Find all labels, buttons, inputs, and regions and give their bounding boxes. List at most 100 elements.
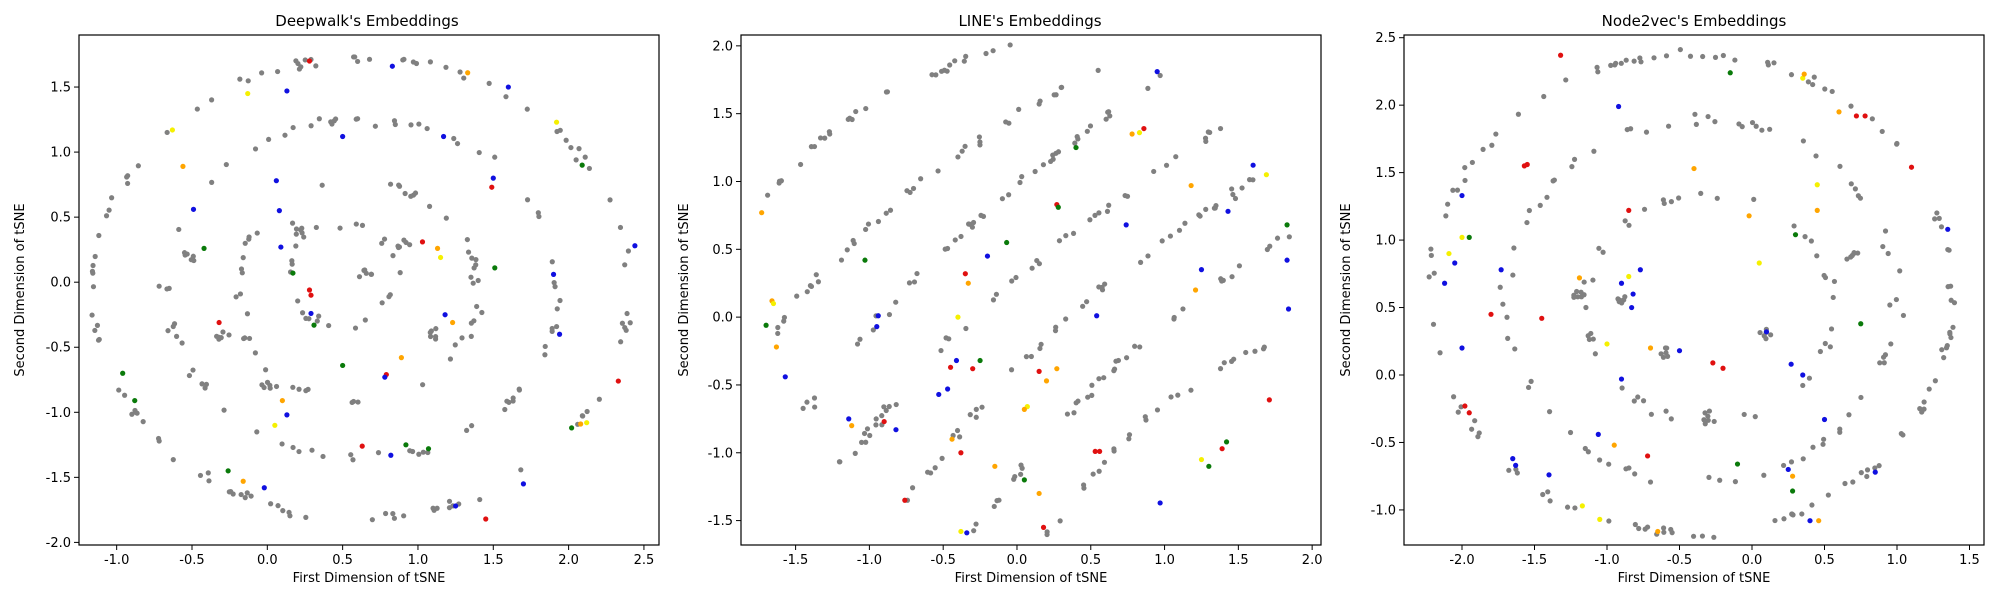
grey-point — [209, 179, 215, 185]
grey-point — [1771, 60, 1777, 66]
grey-point — [316, 313, 322, 319]
grey-point — [1514, 470, 1520, 476]
grey-point — [1070, 230, 1077, 237]
grey-point — [473, 257, 479, 263]
plot-frame — [78, 34, 660, 546]
x-tick-label: 1.5 — [483, 553, 504, 568]
grey-point — [1571, 156, 1578, 162]
grey-point — [386, 294, 392, 300]
grey-point — [573, 157, 579, 163]
grey-point — [939, 455, 945, 461]
grey-point — [408, 122, 414, 128]
grey-point — [1582, 445, 1588, 452]
yellow-point — [584, 420, 590, 426]
grey-point — [1243, 349, 1249, 356]
blue-point — [1452, 260, 1458, 266]
grey-point — [1063, 316, 1069, 322]
grey-point — [1741, 411, 1747, 418]
blue-point — [520, 481, 527, 487]
grey-point — [1540, 491, 1546, 498]
green-point — [763, 322, 769, 328]
grey-point — [403, 239, 409, 246]
blue-point — [278, 244, 284, 250]
grey-point — [218, 335, 224, 341]
grey-point — [863, 226, 869, 233]
grey-point — [431, 507, 437, 513]
grey-point — [96, 336, 102, 343]
orange-point — [1801, 71, 1807, 77]
grey-point — [176, 226, 182, 233]
grey-point — [1699, 533, 1706, 539]
blue-point — [1595, 431, 1601, 437]
grey-point — [308, 123, 314, 129]
y-tick-label: 0.0 — [1375, 369, 1396, 384]
grey-point — [1837, 163, 1843, 169]
grey-point — [1636, 525, 1642, 532]
grey-point — [952, 58, 958, 64]
grey-point — [266, 136, 272, 143]
grey-point — [1173, 154, 1179, 160]
orange-point — [1576, 275, 1583, 281]
grey-point — [220, 329, 226, 335]
grey-point — [1765, 62, 1771, 68]
grey-point — [469, 255, 475, 261]
grey-point — [1286, 234, 1292, 240]
grey-point — [287, 513, 293, 519]
grey-point — [944, 68, 950, 74]
grey-point — [1489, 142, 1495, 148]
x-tick-label: 0.0 — [257, 553, 278, 568]
grey-point — [864, 426, 871, 432]
grey-point — [259, 70, 265, 76]
grey-point — [1850, 479, 1856, 485]
grey-point — [353, 221, 359, 227]
grey-point — [452, 342, 458, 348]
grey-point — [1761, 472, 1767, 478]
grey-point — [1202, 135, 1209, 141]
grey-point — [302, 57, 308, 63]
blue-point — [632, 243, 638, 249]
grey-point — [299, 225, 305, 231]
orange-point — [1746, 213, 1752, 219]
grey-point — [1143, 417, 1149, 423]
grey-point — [1229, 186, 1235, 192]
grey-point — [1714, 195, 1720, 201]
blue-point — [1250, 162, 1256, 168]
grey-point — [133, 409, 139, 415]
grey-point — [199, 381, 205, 387]
blue-point — [874, 324, 880, 330]
grey-point — [1426, 274, 1432, 280]
grey-point — [1084, 299, 1090, 305]
grey-point — [990, 297, 997, 303]
grey-point — [1462, 177, 1468, 184]
grey-point — [1800, 456, 1806, 462]
grey-point — [973, 521, 979, 527]
grey-point — [1132, 343, 1138, 349]
grey-point — [1706, 474, 1712, 480]
grey-point — [883, 210, 889, 216]
grey-point — [1028, 353, 1034, 360]
grey-point — [1469, 426, 1475, 432]
grey-point — [1126, 436, 1132, 442]
x-tick-label: -1.0 — [104, 553, 129, 568]
grey-point — [1596, 245, 1602, 251]
grey-point — [1641, 206, 1648, 212]
grey-point — [209, 97, 215, 103]
grey-point — [1512, 346, 1518, 352]
y-tick-label: -1.0 — [46, 406, 71, 421]
grey-point — [1252, 348, 1258, 354]
grey-point — [1898, 431, 1904, 437]
grey-point — [1739, 124, 1745, 130]
grey-point — [1096, 284, 1102, 290]
grey-point — [1431, 270, 1437, 276]
grey-point — [92, 253, 98, 260]
chart-panel-deepwalk: Deepwalk's Embeddings -1.0 -0.5 0.0 0.5 1.0 1… — [13, 12, 660, 586]
y-tick-label: 1.0 — [1375, 234, 1396, 249]
green-point — [120, 370, 126, 376]
red-point — [1524, 161, 1530, 168]
grey-point — [391, 515, 398, 521]
x-tick-label: -1.5 — [783, 553, 808, 568]
grey-point — [319, 182, 325, 188]
red-point — [483, 516, 489, 522]
green-point — [340, 362, 346, 369]
grey-point — [911, 279, 918, 285]
